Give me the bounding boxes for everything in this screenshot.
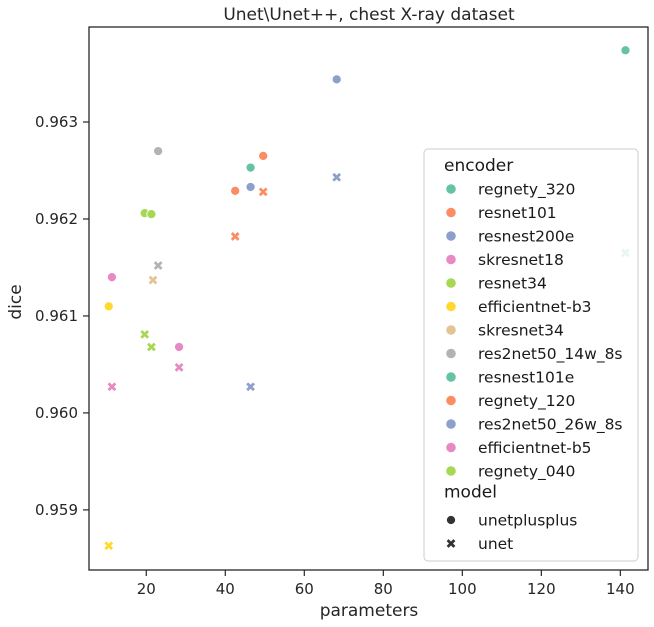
- data-point: [147, 342, 156, 352]
- data-point: [174, 341, 185, 353]
- x-marker-stroke: [246, 382, 255, 392]
- y-tick-label: 0.962: [35, 210, 78, 228]
- x-marker-stroke: [230, 232, 240, 241]
- x-tick-label: 120: [527, 580, 556, 598]
- legend-marker: [445, 514, 457, 526]
- x-marker-stroke: [174, 362, 184, 372]
- legend-marker: [445, 300, 457, 313]
- y-tick-label: 0.963: [35, 113, 78, 131]
- legend-marker: [445, 465, 457, 477]
- legend-box: [423, 148, 639, 562]
- legend-marker: [445, 277, 457, 289]
- data-point: [230, 232, 240, 241]
- legend-entry: resnet34: [478, 275, 547, 293]
- data-point: [103, 301, 114, 312]
- data-point: [258, 187, 268, 197]
- data-point: [153, 146, 164, 157]
- data-point: [153, 261, 163, 270]
- legend-marker: [445, 324, 457, 336]
- legend-marker: [445, 441, 457, 454]
- legend-entry: resnest101e: [478, 369, 574, 387]
- legend-marker: [445, 394, 457, 407]
- legend-entry: res2net50_14w_8s: [478, 345, 623, 364]
- x-tick-label: 20: [137, 580, 156, 598]
- legend-entry: unet: [478, 535, 513, 553]
- x-marker-stroke: [258, 187, 268, 197]
- data-point: [246, 382, 255, 392]
- legend-marker: [445, 253, 457, 266]
- x-marker-stroke: [104, 541, 114, 551]
- data-point: [174, 362, 184, 372]
- legend-entry: efficientnet-b3: [478, 298, 592, 316]
- data-point: [245, 162, 256, 173]
- legend-title-encoder: encoder: [444, 156, 513, 176]
- legend-entry: regnety_120: [478, 392, 575, 411]
- chart-title: Unet\Unet++, chest X-ray dataset: [223, 5, 515, 25]
- legend-marker: [445, 206, 457, 219]
- legend-entry: skresnet34: [478, 322, 564, 340]
- data-point: [148, 275, 158, 285]
- x-marker-stroke: [147, 342, 156, 352]
- x-axis-label: parameters: [320, 601, 419, 621]
- legend-marker: [445, 183, 457, 195]
- x-tick-label: 80: [374, 580, 393, 598]
- data-point: [230, 185, 241, 196]
- y-tick-label: 0.961: [35, 307, 78, 325]
- data-point: [258, 150, 269, 162]
- data-point: [332, 172, 342, 182]
- legend-marker: [446, 539, 456, 548]
- plot-frame: [88, 26, 649, 571]
- x-marker-stroke: [107, 382, 117, 392]
- data-point: [140, 329, 150, 339]
- legend-marker: [445, 418, 457, 430]
- data-point: [620, 45, 631, 56]
- x-marker-stroke: [446, 539, 456, 548]
- x-marker-stroke: [332, 172, 342, 182]
- legend-entry: unetplusplus: [478, 512, 577, 530]
- y-tick-label: 0.960: [35, 404, 78, 422]
- axes: 20 40 60 80 100 120 140 0.959 0.960 0.961 0.962 0.9…: [35, 26, 649, 598]
- data-point: [331, 74, 342, 85]
- legend-marker: [445, 371, 457, 383]
- y-axis-label: dice: [6, 284, 26, 319]
- legend-entry: regnety_320: [478, 181, 575, 200]
- x-marker-stroke: [153, 261, 163, 270]
- legend-entry: regnety_040: [478, 463, 575, 482]
- y-tick-label: 0.959: [35, 501, 78, 519]
- data-point: [245, 181, 256, 193]
- data-point: [104, 541, 114, 551]
- legend-marker: [445, 347, 457, 360]
- legend-entry: resnest200e: [478, 228, 574, 246]
- legend-title-model: model: [444, 483, 497, 503]
- data-point: [107, 382, 117, 392]
- x-tick-label: 140: [606, 580, 635, 598]
- x-tick-label: 100: [448, 580, 477, 598]
- x-tick-label: 40: [216, 580, 235, 598]
- x-marker-stroke: [140, 329, 150, 339]
- x-marker-stroke: [148, 275, 158, 285]
- legend-entry: efficientnet-b5: [478, 439, 592, 457]
- data-point: [146, 209, 157, 220]
- data-point: [106, 272, 117, 283]
- legend-entry: res2net50_26w_8s: [478, 416, 623, 435]
- legend-marker: [445, 230, 457, 242]
- legend: encoder regnety_320 resnet101 resnest200e sk…: [423, 148, 639, 562]
- legend-entry: skresnet18: [478, 251, 564, 269]
- x-tick-label: 60: [295, 580, 314, 598]
- legend-entry: resnet101: [478, 204, 557, 222]
